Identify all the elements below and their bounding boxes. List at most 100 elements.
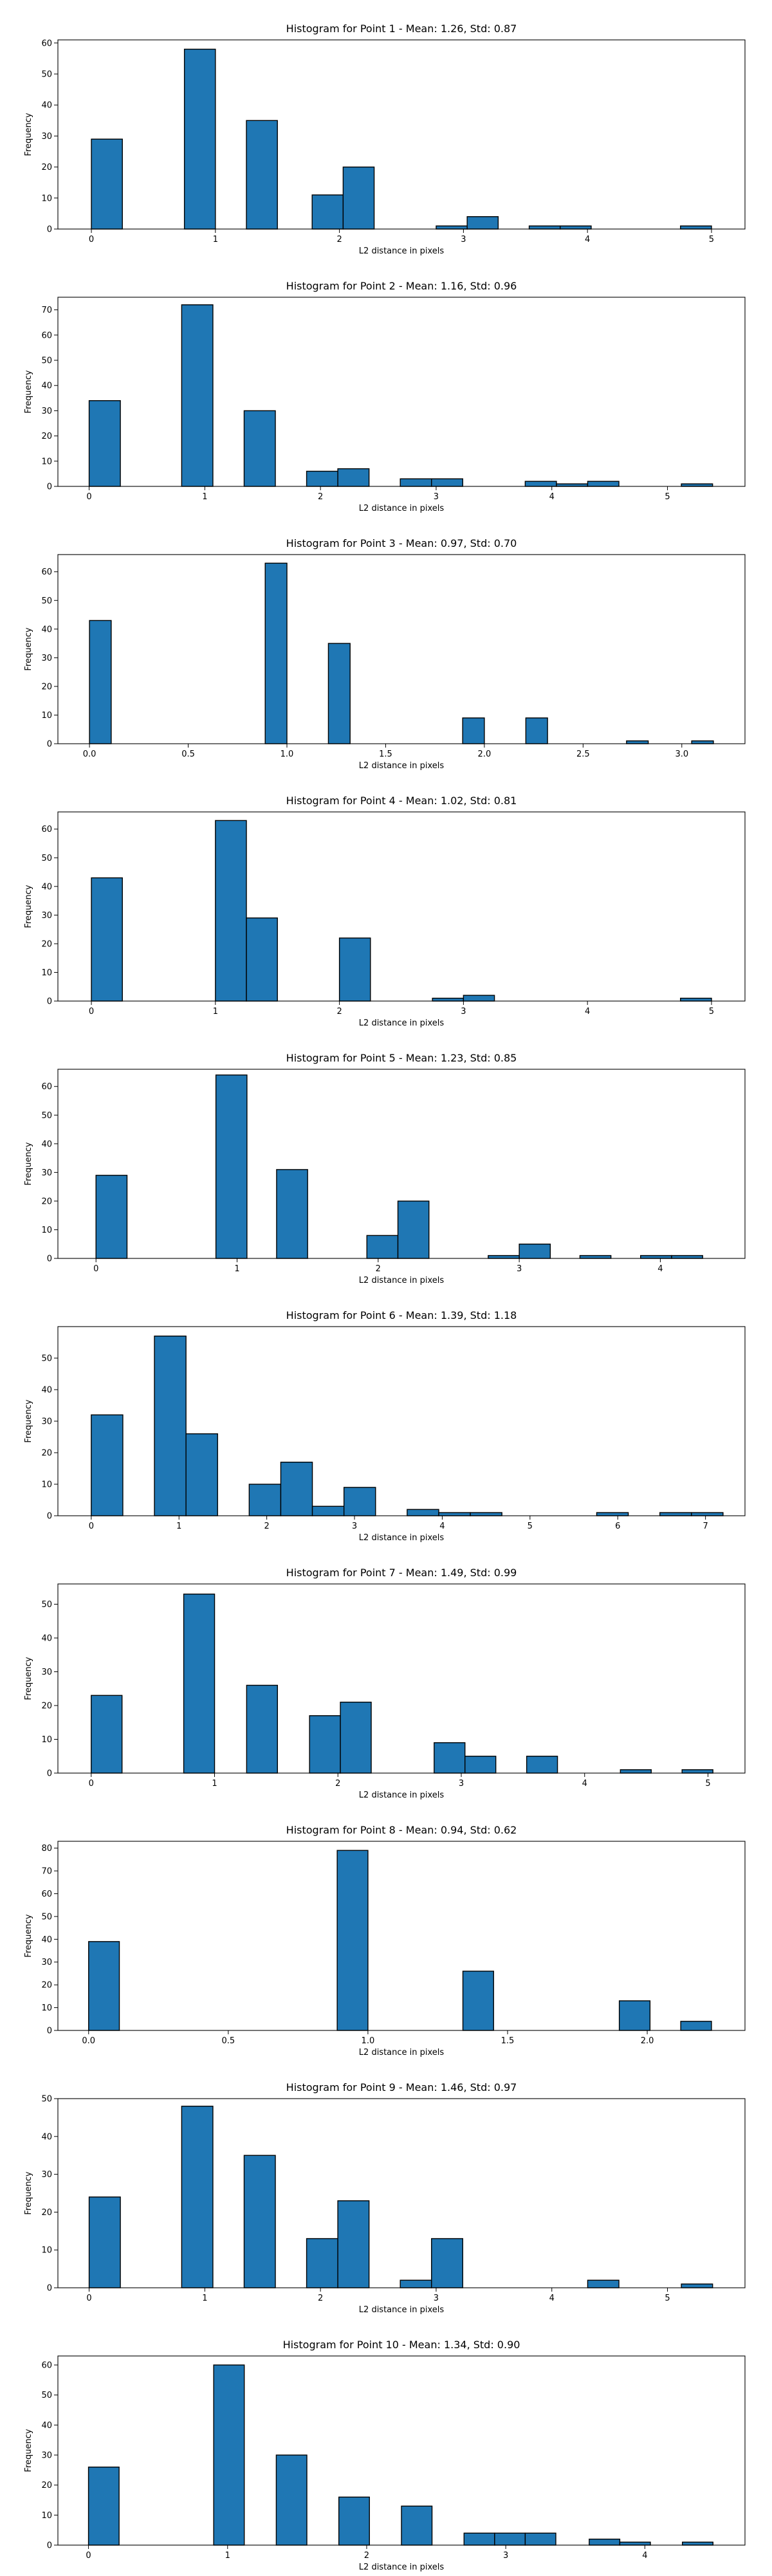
histogram-bar [306, 470, 338, 487]
histogram-bar [434, 1742, 466, 1774]
x-tick-label: 2 [364, 2551, 369, 2561]
histogram-bar [342, 166, 375, 230]
y-tick-label: 40 [41, 1634, 52, 1644]
x-tick-label: 4 [439, 1522, 445, 1531]
y-tick-label: 20 [41, 1197, 52, 1206]
y-tick-label: 20 [41, 1449, 52, 1458]
histogram-bar [524, 2532, 556, 2546]
y-tick-label: 60 [41, 1082, 52, 1092]
x-axis-label: L2 distance in pixels [359, 2305, 445, 2315]
histogram-bar [264, 562, 288, 744]
x-tick-label: 2.0 [641, 2036, 654, 2046]
x-tick-label: 5 [709, 1007, 714, 1017]
y-tick-label: 70 [41, 1867, 52, 1877]
histogram-bar [248, 1484, 282, 1516]
y-tick-label: 40 [41, 2421, 52, 2431]
axes-frame [57, 39, 746, 230]
histogram-svg: Histogram for Point 9 - Mean: 1.46, Std:… [24, 2081, 746, 2315]
y-axis-label: Frequency [24, 113, 33, 156]
y-tick-label: 30 [41, 132, 52, 142]
y-tick-label: 40 [41, 101, 52, 111]
histogram-bar [306, 2238, 338, 2288]
y-tick-label: 0 [47, 483, 52, 492]
histogram-svg: Histogram for Point 8 - Mean: 0.94, Std:… [24, 1824, 746, 2057]
x-tick-label: 1 [213, 1007, 218, 1017]
histogram-bar [215, 820, 247, 1002]
y-tick-label: 30 [41, 1668, 52, 1677]
histogram-bar [528, 225, 561, 230]
histogram-bar [431, 478, 463, 487]
y-tick-label: 10 [41, 968, 52, 978]
x-tick-label: 3 [434, 492, 439, 502]
y-tick-label: 30 [41, 407, 52, 416]
x-tick-label: 5 [665, 2294, 670, 2303]
x-tick-label: 2.0 [478, 750, 492, 759]
x-tick-label: 2 [336, 235, 342, 244]
histogram-bar [681, 1769, 713, 1774]
histogram-bar [183, 1594, 216, 1774]
axes-frame [57, 297, 746, 487]
y-tick-label: 0 [47, 1512, 52, 1522]
x-tick-label: 0 [93, 1264, 98, 1274]
histogram-svg: Histogram for Point 1 - Mean: 1.26, Std:… [24, 23, 746, 256]
histogram-bar [525, 717, 548, 744]
axes-frame [57, 1841, 746, 2031]
x-tick-label: 3 [461, 1007, 466, 1017]
x-tick-label: 2 [376, 1264, 381, 1274]
x-tick-label: 0.5 [221, 2036, 235, 2046]
chart-title: Histogram for Point 4 - Mean: 1.02, Std:… [286, 795, 517, 807]
y-tick-label: 50 [41, 70, 52, 80]
histogram-bar [596, 1512, 629, 1516]
histogram-panel: Histogram for Point 8 - Mean: 0.94, Std:… [0, 1801, 772, 2059]
histogram-bar [691, 740, 714, 744]
histogram-panel: Histogram for Point 1 - Mean: 1.26, Std:… [0, 0, 772, 257]
histogram-bar [680, 2021, 712, 2031]
y-tick-label: 50 [41, 356, 52, 366]
histogram-bar [432, 997, 464, 1002]
histogram-bar [671, 1255, 703, 1259]
histogram-bar [691, 1512, 724, 1516]
y-tick-label: 50 [41, 1912, 52, 1922]
y-tick-label: 50 [41, 1600, 52, 1610]
y-tick-label: 60 [41, 2361, 52, 2371]
y-tick-label: 0 [47, 2541, 52, 2551]
x-tick-label: 1.5 [501, 2036, 515, 2046]
y-axis-label: Frequency [24, 2429, 33, 2472]
y-tick-label: 60 [41, 825, 52, 834]
x-tick-label: 0 [86, 2551, 91, 2561]
histogram-panel: Histogram for Point 4 - Mean: 1.02, Std:… [0, 772, 772, 1029]
histogram-panel: Histogram for Point 10 - Mean: 1.34, Std… [0, 2316, 772, 2573]
y-tick-label: 50 [41, 1111, 52, 1121]
histogram-panel: Histogram for Point 5 - Mean: 1.23, Std:… [0, 1029, 772, 1287]
histogram-bar [619, 2541, 651, 2546]
histogram-bar [95, 1175, 128, 1259]
x-tick-label: 2 [264, 1522, 269, 1531]
histogram-bar [488, 1255, 520, 1259]
y-tick-label: 30 [41, 911, 52, 921]
histogram-svg: Histogram for Point 4 - Mean: 1.02, Std:… [24, 795, 746, 1028]
histogram-bar [466, 216, 499, 230]
x-tick-label: 0 [89, 1779, 94, 1789]
histogram-bar [556, 483, 589, 487]
axes-frame [57, 1583, 746, 1774]
histogram-bar [618, 2000, 651, 2031]
histogram-bar [640, 1255, 672, 1259]
histogram-bar [215, 1074, 248, 1259]
y-tick-label: 0 [47, 2027, 52, 2036]
histogram-bar [462, 1971, 494, 2031]
y-tick-label: 50 [41, 854, 52, 863]
x-tick-label: 4 [657, 1264, 663, 1274]
x-tick-label: 0.5 [181, 750, 195, 759]
histogram-bar [327, 643, 351, 744]
y-tick-label: 10 [41, 1226, 52, 1235]
histogram-bar [91, 1695, 123, 1774]
y-tick-label: 0 [47, 225, 52, 235]
y-tick-label: 0 [47, 2284, 52, 2294]
y-axis-label: Frequency [24, 370, 33, 413]
histogram-bar [438, 1512, 471, 1516]
histogram-svg: Histogram for Point 3 - Mean: 0.97, Std:… [24, 537, 746, 771]
x-tick-label: 4 [642, 2551, 647, 2561]
x-tick-label: 0 [89, 1522, 94, 1531]
x-tick-label: 2 [318, 2294, 323, 2303]
y-axis-label: Frequency [24, 627, 33, 670]
